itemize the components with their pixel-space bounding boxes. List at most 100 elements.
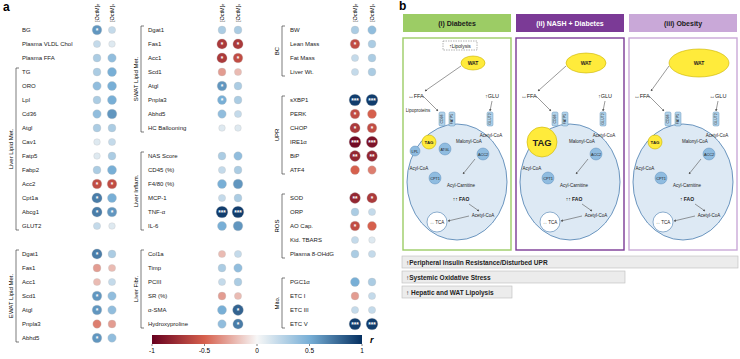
effect-bar xyxy=(402,271,625,283)
correlation-dot xyxy=(93,110,101,118)
diagram-text: GLUT2 xyxy=(488,113,492,125)
correlation-dot xyxy=(368,306,375,313)
correlation-dot xyxy=(351,236,358,243)
wat xyxy=(461,56,485,70)
colorbar-tick xyxy=(362,344,363,346)
correlation-dot xyxy=(368,292,375,299)
diagram-text: CD36 xyxy=(666,114,670,123)
row-label: MCP-1 xyxy=(148,195,167,201)
correlation-dot xyxy=(108,152,116,160)
correlation-dot xyxy=(350,123,360,133)
correlation-dot xyxy=(218,96,227,105)
row-label: SOD xyxy=(290,195,304,201)
correlation-dot xyxy=(94,153,101,160)
row-label: Plasma VLDL Chol xyxy=(22,41,72,47)
effect-bar-label: ↑ Hepatic and WAT Lipolysis xyxy=(406,289,494,297)
row-label: Col1a xyxy=(148,251,164,257)
row-label: Plasma FFA xyxy=(22,55,55,61)
diagram-text: Acetyl-CoA xyxy=(480,133,503,138)
row-label: Fabp2 xyxy=(22,167,40,173)
colorbar-tick-label: 0.5 xyxy=(305,347,314,354)
diagram-text: ACC2 xyxy=(478,153,488,157)
significance: * xyxy=(96,209,99,216)
row-label: SR (%) xyxy=(148,293,167,299)
row-label: Kid. TBARS xyxy=(290,237,322,243)
correlation-dot xyxy=(367,193,377,203)
correlation-dot xyxy=(349,318,361,330)
correlation-dot xyxy=(217,81,227,91)
significance: *** xyxy=(368,139,376,146)
colorbar-tick xyxy=(152,344,153,346)
hepatocyte xyxy=(520,124,620,240)
row-label: IRE1α xyxy=(290,139,307,145)
diagram-text: CD36 xyxy=(440,114,444,123)
significance: *** xyxy=(351,321,359,328)
arrow xyxy=(582,204,592,211)
row-label: BW xyxy=(290,27,300,33)
diagram-text: ↑GLU xyxy=(485,93,499,99)
diagram-text: Acetyl-CoA xyxy=(472,213,495,218)
arrow xyxy=(536,96,551,111)
significance: * xyxy=(371,125,374,132)
row-label: ORO xyxy=(22,83,36,89)
diagram-text: ↔FFA xyxy=(408,93,424,99)
hepatocyte xyxy=(633,124,733,240)
row-label: Acc2 xyxy=(22,181,36,187)
diagram-text: WAT xyxy=(468,60,479,66)
significance: * xyxy=(96,195,99,202)
acc2 xyxy=(703,148,715,160)
arrow xyxy=(695,204,705,211)
diagram-text: TAG xyxy=(651,140,660,145)
significance: * xyxy=(237,321,240,328)
correlation-dot xyxy=(94,139,101,146)
correlation-dot xyxy=(368,166,376,174)
diagram-text: ↔GLU xyxy=(710,93,727,99)
group-bracket xyxy=(282,194,285,258)
diagram-text: ↔FFA xyxy=(634,93,650,99)
row-label: Plasma 8-OHdG xyxy=(290,251,334,257)
row-label: Acc1 xyxy=(22,279,36,285)
effect-bar-label: ↑Peripheral Insulin Resistance/Disturbed… xyxy=(406,259,548,267)
row-label: ETC I xyxy=(290,293,306,299)
correlation-dot xyxy=(93,166,101,174)
arrow xyxy=(561,216,582,221)
group-label: Mito. xyxy=(274,296,280,309)
correlation-dot xyxy=(350,221,360,231)
correlation-dot xyxy=(218,292,226,300)
correlation-dot xyxy=(218,166,225,173)
transporter xyxy=(600,112,606,126)
correlation-dot xyxy=(108,278,115,285)
correlation-dot xyxy=(367,123,377,133)
diagram-text: Acetyl-CoA xyxy=(585,213,608,218)
correlation-dot xyxy=(217,53,227,63)
arrow xyxy=(463,159,475,174)
correlation-dot xyxy=(368,40,376,48)
correlation-dot xyxy=(108,320,116,328)
diagram-text: Acyl-Carnitine xyxy=(560,183,589,188)
arrow xyxy=(649,96,664,111)
significance: * xyxy=(221,55,224,62)
colorbar-tick-label: -0.5 xyxy=(199,347,211,354)
acc2 xyxy=(590,148,602,160)
correlation-dot xyxy=(351,26,359,34)
transporter xyxy=(449,112,455,126)
diagram-text: ↔ TCA xyxy=(656,220,671,225)
group-label: Liver Inflam. xyxy=(133,174,139,207)
correlation-dot xyxy=(349,136,361,148)
correlation-dot xyxy=(218,26,226,34)
correlation-dot xyxy=(108,334,116,342)
correlation-dot xyxy=(368,110,377,119)
row-label: HC Ballooning xyxy=(148,125,186,131)
diagram-text: ↔FFA xyxy=(521,93,537,99)
diagram-text: (iii) Obesity xyxy=(664,20,702,28)
correlation-dot xyxy=(368,54,376,62)
correlation-dot xyxy=(351,54,358,61)
significance: ** xyxy=(369,153,375,160)
correlation-dot xyxy=(107,207,117,217)
row-label: Acc1 xyxy=(148,55,162,61)
correlation-dot xyxy=(92,193,102,203)
correlation-dot xyxy=(218,180,227,189)
significance: * xyxy=(96,307,99,314)
diagram-text: ↔ TCA xyxy=(543,220,558,225)
correlation-dot xyxy=(234,264,242,272)
